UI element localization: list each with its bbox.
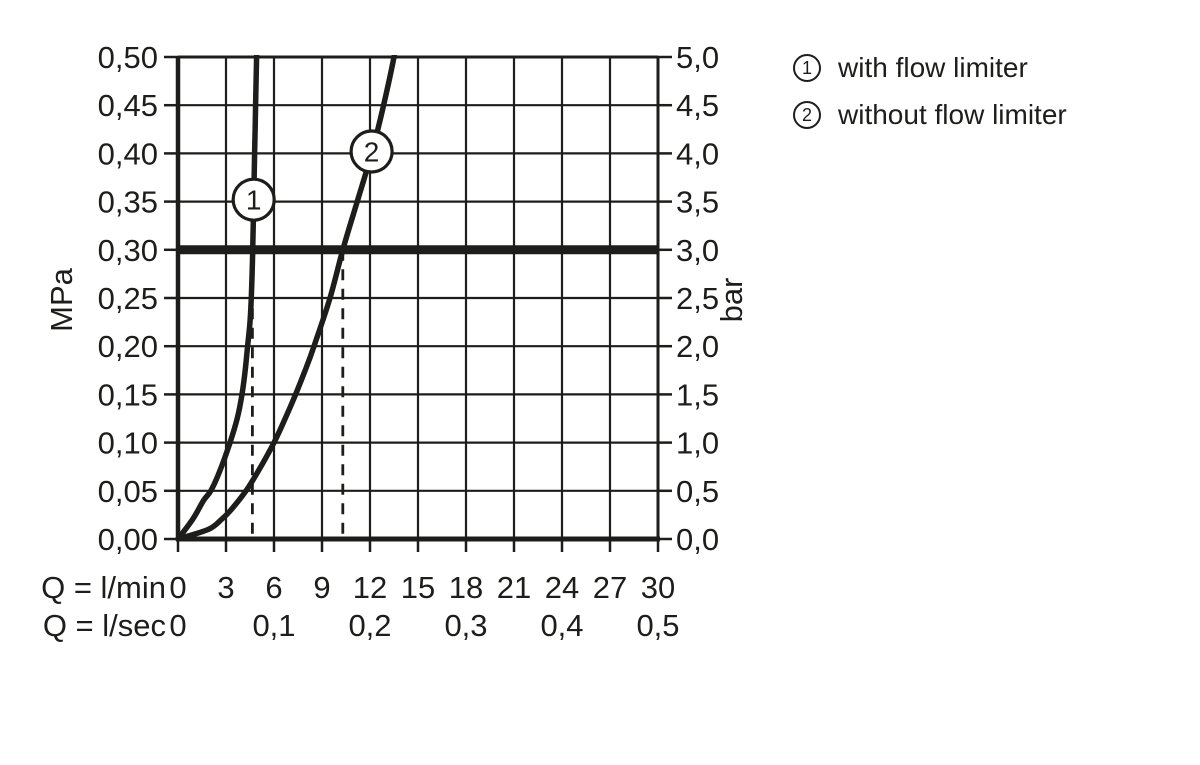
lmin-tick-label: 18 — [449, 570, 483, 605]
right-tick-label: 4,0 — [676, 136, 719, 171]
lsec-tick-label: 0 — [169, 608, 186, 643]
right-tick-label: 2,0 — [676, 329, 719, 364]
left-tick-label: 0,10 — [98, 426, 158, 461]
curve-1-with-flow-limiter — [175, 55, 260, 541]
axis-labels: 0,000,050,100,150,200,250,300,350,400,45… — [98, 40, 719, 643]
right-tick-label: 1,5 — [676, 377, 719, 412]
x-axis-lmin-label: Q = l/min — [41, 570, 166, 605]
left-tick-label: 0,00 — [98, 522, 158, 557]
curve-marker-number-1: 1 — [246, 185, 262, 216]
right-tick-label: 0,0 — [676, 522, 719, 557]
x-axis-lsec-label: Q = l/sec — [43, 608, 166, 643]
lsec-tick-label: 0,1 — [252, 608, 295, 643]
lsec-tick-label: 0,2 — [348, 608, 391, 643]
left-tick-label: 0,35 — [98, 185, 158, 220]
grid — [178, 57, 658, 539]
circled-number-2-icon: 2 — [793, 101, 821, 129]
y-axis-right-unit-label: bar — [714, 278, 749, 323]
left-tick-label: 0,25 — [98, 281, 158, 316]
right-tick-label: 3,5 — [676, 185, 719, 220]
lmin-tick-label: 21 — [497, 570, 531, 605]
lmin-tick-label: 3 — [217, 570, 234, 605]
lmin-tick-label: 6 — [265, 570, 282, 605]
lsec-tick-label: 0,3 — [444, 608, 487, 643]
left-tick-label: 0,40 — [98, 136, 158, 171]
lmin-tick-label: 30 — [641, 570, 675, 605]
legend-label-with-limiter: with flow limiter — [838, 52, 1028, 83]
left-tick-label: 0,50 — [98, 40, 158, 75]
curve-marker-2: 2 — [349, 129, 394, 174]
curve-marker-circle-1 — [231, 177, 276, 222]
lmin-tick-label: 24 — [545, 570, 579, 605]
lsec-tick-label: 0,4 — [540, 608, 583, 643]
circled-number-1-icon: 1 — [793, 54, 821, 82]
right-tick-label: 3,0 — [676, 233, 719, 268]
curve-marker-number-2: 2 — [364, 136, 380, 167]
lmin-tick-label: 12 — [353, 570, 387, 605]
curve-marker-circle-2 — [349, 129, 394, 174]
right-tick-label: 2,5 — [676, 281, 719, 316]
lmin-tick-label: 9 — [313, 570, 330, 605]
right-tick-label: 1,0 — [676, 426, 719, 461]
left-tick-label: 0,30 — [98, 233, 158, 268]
left-tick-label: 0,15 — [98, 377, 158, 412]
left-tick-label: 0,05 — [98, 474, 158, 509]
left-tick-label: 0,20 — [98, 329, 158, 364]
legend-label-without-limiter: without flow limiter — [838, 99, 1067, 130]
right-tick-label: 5,0 — [676, 40, 719, 75]
curve-marker-1: 1 — [231, 177, 276, 222]
legend-item-with-limiter: 1 with flow limiter — [793, 54, 1067, 82]
y-axis-left-unit-label: MPa — [44, 267, 79, 332]
lmin-tick-label: 27 — [593, 570, 627, 605]
lsec-tick-label: 0,5 — [636, 608, 679, 643]
right-tick-label: 0,5 — [676, 474, 719, 509]
lmin-tick-label: 15 — [401, 570, 435, 605]
right-tick-label: 4,5 — [676, 88, 719, 123]
legend: 1 with flow limiter 2 without flow limit… — [793, 54, 1067, 129]
left-tick-label: 0,45 — [98, 88, 158, 123]
lmin-tick-label: 0 — [169, 570, 186, 605]
legend-item-without-limiter: 2 without flow limiter — [793, 101, 1067, 129]
